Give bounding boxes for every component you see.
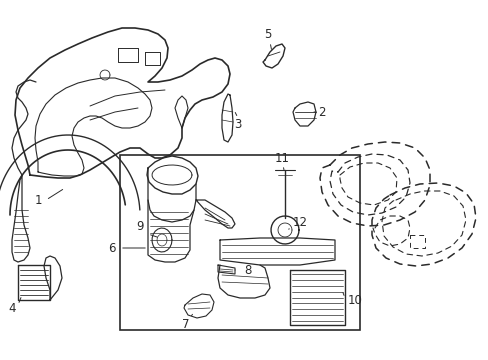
Text: 7: 7 <box>182 318 189 330</box>
Text: 10: 10 <box>347 293 362 306</box>
Text: 2: 2 <box>318 105 325 118</box>
Text: 12: 12 <box>292 216 307 229</box>
Text: 9: 9 <box>136 220 143 233</box>
Text: 3: 3 <box>234 118 241 131</box>
Text: 8: 8 <box>244 264 251 276</box>
Text: 6: 6 <box>108 242 116 255</box>
Text: 5: 5 <box>264 28 271 41</box>
Text: 1: 1 <box>34 194 41 207</box>
Text: 4: 4 <box>8 302 16 315</box>
Bar <box>120 155 359 330</box>
Text: 11: 11 <box>274 152 289 165</box>
